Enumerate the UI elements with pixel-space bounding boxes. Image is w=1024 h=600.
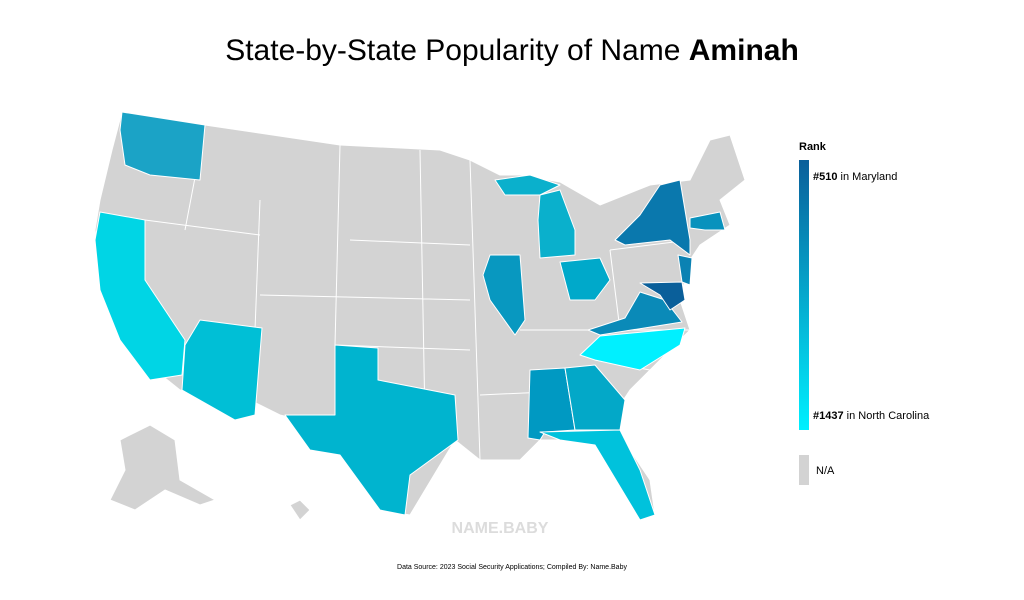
legend-min-rank: #1437 xyxy=(813,410,844,422)
legend-min: #1437 in North Carolina xyxy=(813,410,930,422)
state xyxy=(539,429,656,521)
state xyxy=(677,254,693,286)
legend-min-label: in North Carolina xyxy=(844,410,930,422)
footer: Data Source: 2023 Social Security Applic… xyxy=(397,564,627,571)
us-map xyxy=(94,111,746,521)
state xyxy=(494,174,561,196)
state xyxy=(559,257,611,301)
title-text: State-by-State Popularity of Name xyxy=(225,34,689,67)
legend-na-swatch xyxy=(799,455,809,485)
state xyxy=(579,327,686,371)
state xyxy=(119,111,206,181)
state xyxy=(639,281,686,311)
state xyxy=(537,189,576,259)
watermark: NAME.BABY xyxy=(452,520,549,537)
alaska xyxy=(109,424,216,511)
state xyxy=(614,179,691,256)
legend-max-rank: #510 xyxy=(813,171,837,183)
state xyxy=(284,344,459,516)
state xyxy=(689,211,726,231)
legend-title: Rank xyxy=(799,141,827,153)
hawaii xyxy=(289,499,311,521)
state xyxy=(564,364,626,431)
legend-max-label: in Maryland xyxy=(837,171,897,183)
legend-max: #510 in Maryland xyxy=(813,171,897,183)
state xyxy=(181,319,263,421)
legend-na-label: N/A xyxy=(816,465,835,477)
legend-gradient xyxy=(799,160,809,430)
state xyxy=(94,211,186,381)
title: State-by-State Popularity of Name Aminah xyxy=(225,34,799,67)
title-name: Aminah xyxy=(689,34,799,67)
state xyxy=(482,254,526,336)
legend: Rank #510 in Maryland #1437 in North Car… xyxy=(799,141,930,485)
